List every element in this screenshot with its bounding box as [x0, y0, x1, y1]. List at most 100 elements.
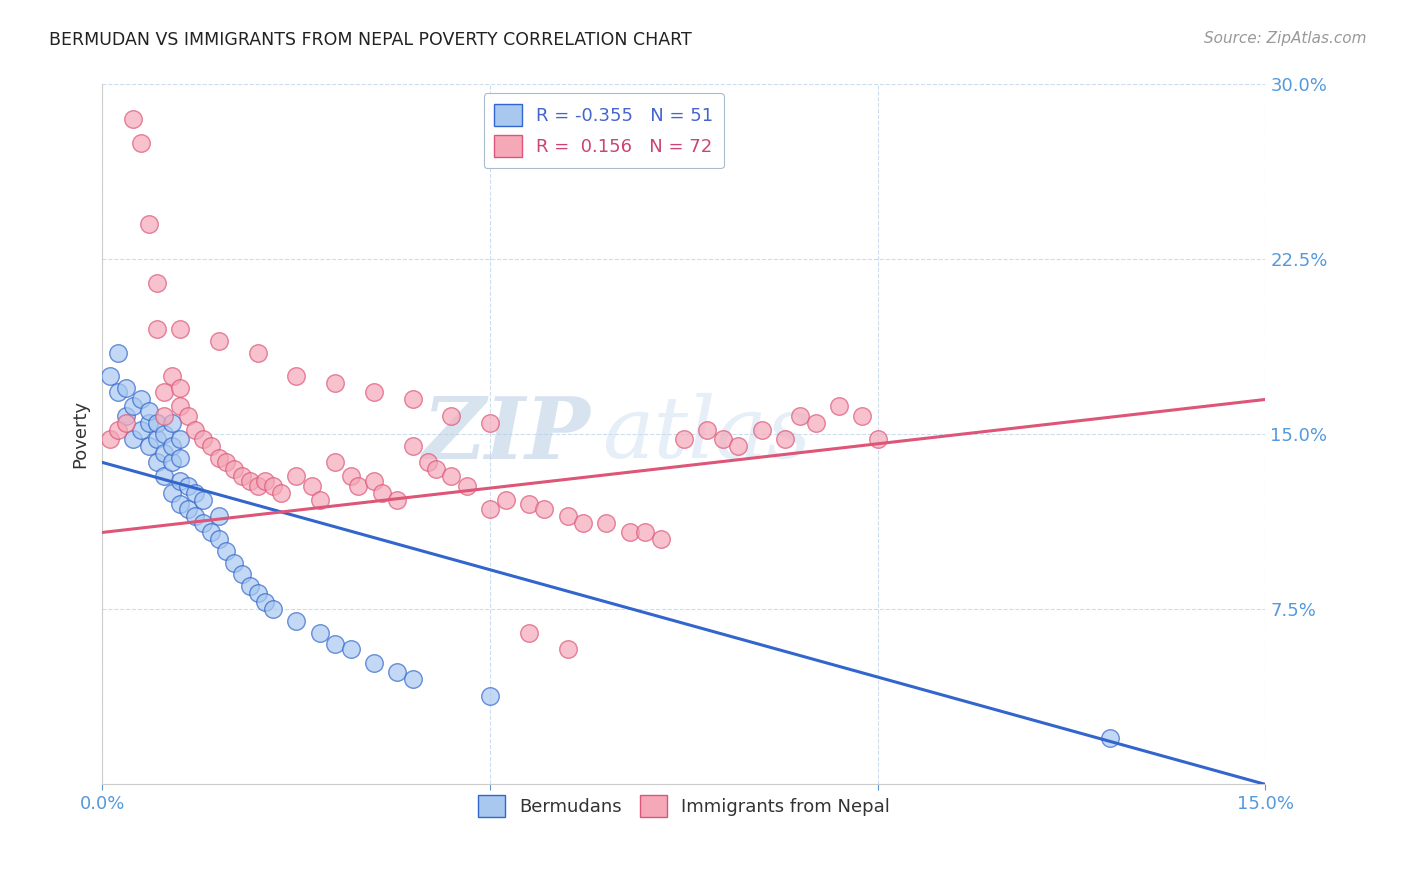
Point [246, 345, 269, 359]
Point [401, 673, 423, 687]
Point [231, 567, 253, 582]
Point [122, 432, 145, 446]
Point [184, 509, 207, 524]
Point [138, 416, 160, 430]
Point [184, 485, 207, 500]
Point [323, 637, 346, 651]
Point [517, 625, 540, 640]
Point [254, 474, 277, 488]
Point [851, 409, 873, 423]
Text: BERMUDAN VS IMMIGRANTS FROM NEPAL POVERTY CORRELATION CHART: BERMUDAN VS IMMIGRANTS FROM NEPAL POVERT… [49, 31, 692, 49]
Point [696, 423, 718, 437]
Point [479, 689, 502, 703]
Point [145, 416, 167, 430]
Point [751, 423, 773, 437]
Point [169, 381, 191, 395]
Point [557, 509, 579, 524]
Point [479, 416, 502, 430]
Point [184, 423, 207, 437]
Point [650, 533, 672, 547]
Point [153, 409, 176, 423]
Point [456, 479, 478, 493]
Point [200, 439, 222, 453]
Point [160, 455, 183, 469]
Point [285, 614, 308, 628]
Point [385, 665, 408, 680]
Point [193, 516, 215, 530]
Text: Source: ZipAtlas.com: Source: ZipAtlas.com [1204, 31, 1367, 46]
Point [401, 439, 423, 453]
Point [224, 462, 246, 476]
Point [122, 112, 145, 127]
Point [138, 404, 160, 418]
Point [138, 218, 160, 232]
Point [169, 498, 191, 512]
Point [416, 455, 439, 469]
Point [866, 432, 889, 446]
Point [370, 485, 392, 500]
Point [208, 334, 231, 348]
Point [363, 474, 385, 488]
Point [98, 432, 121, 446]
Point [619, 525, 641, 540]
Point [169, 432, 191, 446]
Point [145, 432, 167, 446]
Point [804, 416, 827, 430]
Point [308, 625, 330, 640]
Point [323, 455, 346, 469]
Point [440, 409, 463, 423]
Point [517, 498, 540, 512]
Point [160, 369, 183, 384]
Point [285, 369, 308, 384]
Point [153, 385, 176, 400]
Point [160, 416, 183, 430]
Point [323, 376, 346, 390]
Point [339, 642, 361, 657]
Point [122, 400, 145, 414]
Point [557, 642, 579, 657]
Point [169, 400, 191, 414]
Point [153, 427, 176, 442]
Point [270, 485, 292, 500]
Point [160, 439, 183, 453]
Point [138, 439, 160, 453]
Point [773, 432, 796, 446]
Point [145, 322, 167, 336]
Text: atlas: atlas [603, 393, 811, 475]
Point [385, 492, 408, 507]
Y-axis label: Poverty: Poverty [72, 401, 89, 468]
Point [114, 381, 136, 395]
Point [177, 502, 200, 516]
Point [246, 479, 269, 493]
Point [347, 479, 370, 493]
Point [262, 602, 284, 616]
Point [246, 586, 269, 600]
Point [495, 492, 517, 507]
Text: ZIP: ZIP [423, 392, 591, 476]
Point [711, 432, 734, 446]
Point [169, 450, 191, 465]
Point [308, 492, 330, 507]
Point [200, 525, 222, 540]
Point [193, 432, 215, 446]
Point [169, 322, 191, 336]
Point [215, 455, 238, 469]
Point [177, 479, 200, 493]
Point [262, 479, 284, 493]
Point [440, 469, 463, 483]
Point [533, 502, 555, 516]
Point [401, 392, 423, 407]
Point [224, 556, 246, 570]
Point [160, 485, 183, 500]
Point [339, 469, 361, 483]
Point [153, 446, 176, 460]
Point [479, 502, 502, 516]
Point [254, 595, 277, 609]
Point [727, 439, 749, 453]
Point [363, 656, 385, 670]
Point [208, 533, 231, 547]
Point [177, 409, 200, 423]
Point [1099, 731, 1122, 745]
Point [114, 409, 136, 423]
Legend: Bermudans, Immigrants from Nepal: Bermudans, Immigrants from Nepal [471, 788, 897, 824]
